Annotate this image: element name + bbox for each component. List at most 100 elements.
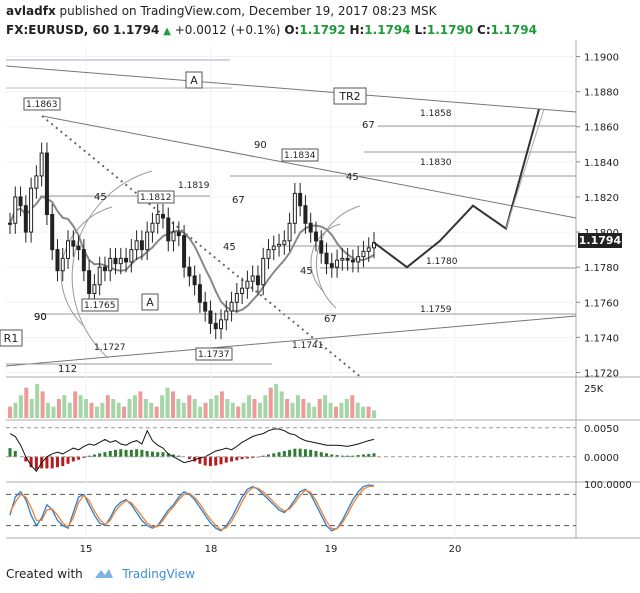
macd-histogram-bar [361,454,365,457]
candle-body [366,247,371,252]
open-label: O: [284,23,300,37]
volume-bar [241,402,246,418]
candle-body [182,235,187,268]
tradingview-cloud-icon[interactable] [93,566,115,583]
volume-bar [268,387,273,418]
change-value: +0.0012 (+0.1%) [174,23,281,37]
macd-line [9,428,375,473]
macd-histogram-bar [119,449,123,457]
candle-body [335,259,340,268]
last-price-tag-bg [578,233,622,248]
volume-bar [176,399,181,418]
volume-bar [252,399,257,418]
close-value: 1.1794 [490,23,537,37]
macd-histogram-bar [309,449,313,457]
open-value: 1.1792 [299,23,346,37]
label-box [185,71,203,89]
author-name[interactable]: avladfx [6,4,56,18]
macd-histogram-bar [240,456,244,460]
candle-body [213,322,218,330]
high-label: H: [349,23,365,37]
price-callout-box [23,97,61,111]
high-value: 1.1794 [364,23,411,37]
macd-histogram-bar [87,455,91,457]
macd-histogram-bar [330,454,334,457]
volume-bar [344,399,349,418]
symbol-label[interactable]: FX:EURUSD, 60 [6,23,110,37]
macd-histogram-bar [230,456,234,462]
candle-body [324,252,329,265]
candle-body [203,301,208,312]
volume-bar [247,395,252,418]
macd-histogram-bar [367,453,371,457]
fib-ratio-label: 90 [34,312,47,323]
last-price-tag: 1.1794 [578,233,622,248]
fib-ratio-label: 90 [34,312,47,323]
stochastic-pane: 100.0000 [6,480,632,532]
macd-histogram-bar [77,456,81,460]
price-callout-label: 1.1727 [94,343,126,353]
macd-histogram-bar [161,452,165,457]
last-price-tag-text: 1.1794 [579,234,622,247]
volume-bar [111,399,116,418]
candle-body [34,175,39,189]
candle-body [160,214,165,219]
candle-body [92,284,97,295]
tradingview-link[interactable]: TradingView [122,567,195,581]
macd-histogram-bar [82,456,86,458]
volume-bar [366,406,371,418]
candle-body [102,266,107,272]
macd-histogram-bar [251,456,255,458]
volume-bar [317,399,322,418]
fib-ratio-label: 112 [58,364,77,375]
volume-bar [192,399,197,418]
candle-body [150,222,155,233]
volume-bar [160,395,165,418]
time-tick-label: 15 [80,544,93,555]
macd-histogram-bar [219,456,223,465]
volume-bar [8,406,12,418]
candles [8,108,545,340]
macd-histogram-bar [114,449,118,457]
stoch-tick-label: 100.0000 [584,480,632,491]
candle-body [287,222,292,242]
price-tick-label: 1.1740 [584,333,619,344]
price-tick-label: 1.1860 [584,123,619,134]
candle-body [18,196,23,207]
macd-tick-label: 0.0050 [584,424,619,435]
time-axis[interactable]: 15 18 19 20 [80,544,462,555]
candle-body [44,152,49,216]
volume-bar [78,395,83,418]
low-label: L: [414,23,427,37]
volume-bar [214,395,219,418]
price-callout-label: 1.1830 [420,158,452,168]
volume-bar [100,402,105,418]
candle-body [282,240,287,245]
candle-body [308,222,313,233]
candle-body [261,257,266,286]
candle-body [8,222,12,225]
candle-body [292,192,297,224]
volume-bar [154,406,159,418]
label-box [141,293,159,311]
volume-bar [149,402,154,418]
projection-extension [505,109,545,229]
macd-histogram-bar [50,456,54,469]
candle-body [356,256,361,263]
macd-histogram-bar [66,456,70,464]
volume-bar [62,395,67,418]
last-price: 1.1794 [113,23,160,37]
macd-histogram-bar [351,455,355,457]
price-callout-box [281,148,319,162]
published-text: published on TradingView.com, December 1… [59,4,437,18]
trend-line [41,115,577,219]
candle-body [171,231,176,242]
label-box [0,329,23,347]
macd-histogram-bar [372,453,376,457]
macd-histogram-bar [61,456,65,467]
price-callout-label: 1.1780 [426,257,458,267]
volume-bar [29,399,34,418]
price-axis[interactable]: 1.19001.18801.18601.18401.18201.18001.17… [576,53,619,380]
macd-histogram-bar [356,455,360,457]
